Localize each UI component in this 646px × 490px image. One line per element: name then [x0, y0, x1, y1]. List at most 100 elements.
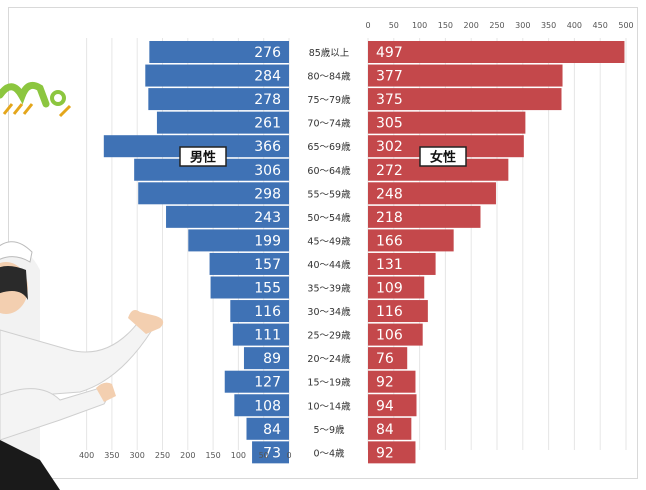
- male-value-label: 298: [254, 186, 281, 202]
- male-axis-tick-label: 100: [231, 451, 246, 460]
- male-bar: [224, 370, 289, 393]
- age-category-label: 70～74歳: [307, 118, 351, 130]
- female-value-label: 497: [376, 45, 403, 61]
- male-bar: [138, 182, 289, 205]
- age-category-label: 40～44歳: [307, 259, 351, 271]
- male-value-label: 111: [254, 328, 281, 344]
- male-value-label: 127: [254, 375, 281, 391]
- male-value-label: 89: [263, 351, 281, 367]
- female-axis-tick-label: 400: [567, 21, 582, 30]
- male-axis-tick-label: 250: [155, 451, 170, 460]
- male-bar: [145, 64, 289, 87]
- male-axis-tick-label: 0: [286, 451, 291, 460]
- legend-female: 女性: [419, 146, 467, 167]
- female-value-label: 116: [376, 304, 403, 320]
- female-value-label: 302: [376, 139, 403, 155]
- male-bar: [188, 229, 289, 252]
- male-value-label: 199: [254, 233, 281, 249]
- age-category-label: 85歳以上: [309, 47, 350, 59]
- female-axis-tick-label: 50: [389, 21, 399, 30]
- legend-male-text: 男性: [190, 150, 216, 166]
- person: [0, 241, 164, 490]
- female-bar: [368, 205, 481, 228]
- female-value-label: 131: [376, 257, 403, 273]
- female-axis-tick-label: 100: [412, 21, 427, 30]
- male-axis-tick-label: 200: [180, 451, 195, 460]
- male-bar: [234, 394, 289, 417]
- male-bar: [134, 158, 289, 181]
- male-axis-tick-label: 400: [79, 451, 94, 460]
- male-bar: [103, 135, 289, 158]
- age-category-label: 20～24歳: [307, 353, 351, 365]
- female-value-label: 166: [376, 233, 403, 249]
- female-value-label: 84: [376, 422, 394, 438]
- female-value-label: 375: [376, 92, 403, 108]
- female-bar: [368, 276, 425, 299]
- female-bar: [368, 41, 625, 63]
- age-category-label: 30～34歳: [307, 306, 351, 318]
- male-value-label: 261: [254, 116, 281, 132]
- age-category-label: 80～84歳: [307, 71, 351, 83]
- age-category-label: 65～69歳: [307, 141, 351, 153]
- female-axis-tick-label: 450: [593, 21, 608, 30]
- age-category-label: 10～14歳: [307, 400, 351, 412]
- male-value-label: 284: [254, 69, 281, 85]
- female-bar: [368, 300, 428, 323]
- female-value-label: 248: [376, 186, 403, 202]
- age-category-label: 60～64歳: [307, 165, 351, 177]
- age-category-label: 5～9歳: [313, 424, 345, 436]
- legend: 男性 女性: [179, 146, 467, 167]
- male-bar: [166, 205, 289, 228]
- age-category-label: 50～54歳: [307, 212, 351, 224]
- male-value-label: 155: [254, 281, 281, 297]
- female-bar: [368, 135, 524, 158]
- female-axis-tick-label: 0: [365, 21, 370, 30]
- age-category-label: 15～19歳: [307, 377, 351, 389]
- male-value-label: 73: [263, 445, 281, 461]
- female-axis-tick-label: 250: [489, 21, 504, 30]
- legend-male: 男性: [179, 146, 227, 167]
- male-bar: [156, 111, 289, 134]
- female-axis-tick-label: 500: [618, 21, 633, 30]
- female-value-label: 272: [376, 163, 403, 179]
- female-value-label: 109: [376, 281, 403, 297]
- male-bar: [252, 441, 289, 464]
- female-bar: [368, 229, 454, 252]
- male-value-label: 108: [254, 398, 281, 414]
- female-bar: [368, 158, 509, 181]
- age-category-label: 75～79歳: [307, 94, 351, 106]
- female-value-label: 92: [376, 375, 394, 391]
- female-value-label: 218: [376, 210, 403, 226]
- male-value-label: 116: [254, 304, 281, 320]
- age-category-label: 55～59歳: [307, 188, 351, 200]
- male-value-label: 243: [254, 210, 281, 226]
- female-value-label: 92: [376, 445, 394, 461]
- female-bar: [368, 252, 436, 275]
- male-bar: [148, 88, 289, 111]
- male-axis-tick-label: 350: [104, 451, 119, 460]
- male-bar: [230, 300, 289, 323]
- female-axis-tick-label: 150: [438, 21, 453, 30]
- female-value-label: 94: [376, 398, 394, 414]
- female-bar: [368, 64, 563, 87]
- age-category-label: 45～49歳: [307, 235, 351, 247]
- female-axis-tick-label: 350: [541, 21, 556, 30]
- female-value-label: 76: [376, 351, 394, 367]
- male-bar: [232, 323, 289, 346]
- age-category-label: 0～4歳: [313, 447, 345, 459]
- age-category-label: 35～39歳: [307, 283, 351, 295]
- female-value-label: 377: [376, 69, 403, 85]
- female-bar: [368, 182, 496, 205]
- legend-female-box: [419, 146, 467, 167]
- logo-fragment: [0, 81, 72, 118]
- female-bar: [368, 417, 412, 440]
- male-bar: [209, 252, 289, 275]
- legend-female-text: 女性: [430, 150, 456, 166]
- legend-male-box: [179, 146, 227, 167]
- male-value-label: 306: [254, 163, 281, 179]
- male-bar: [149, 41, 289, 63]
- female-bar: [368, 441, 416, 464]
